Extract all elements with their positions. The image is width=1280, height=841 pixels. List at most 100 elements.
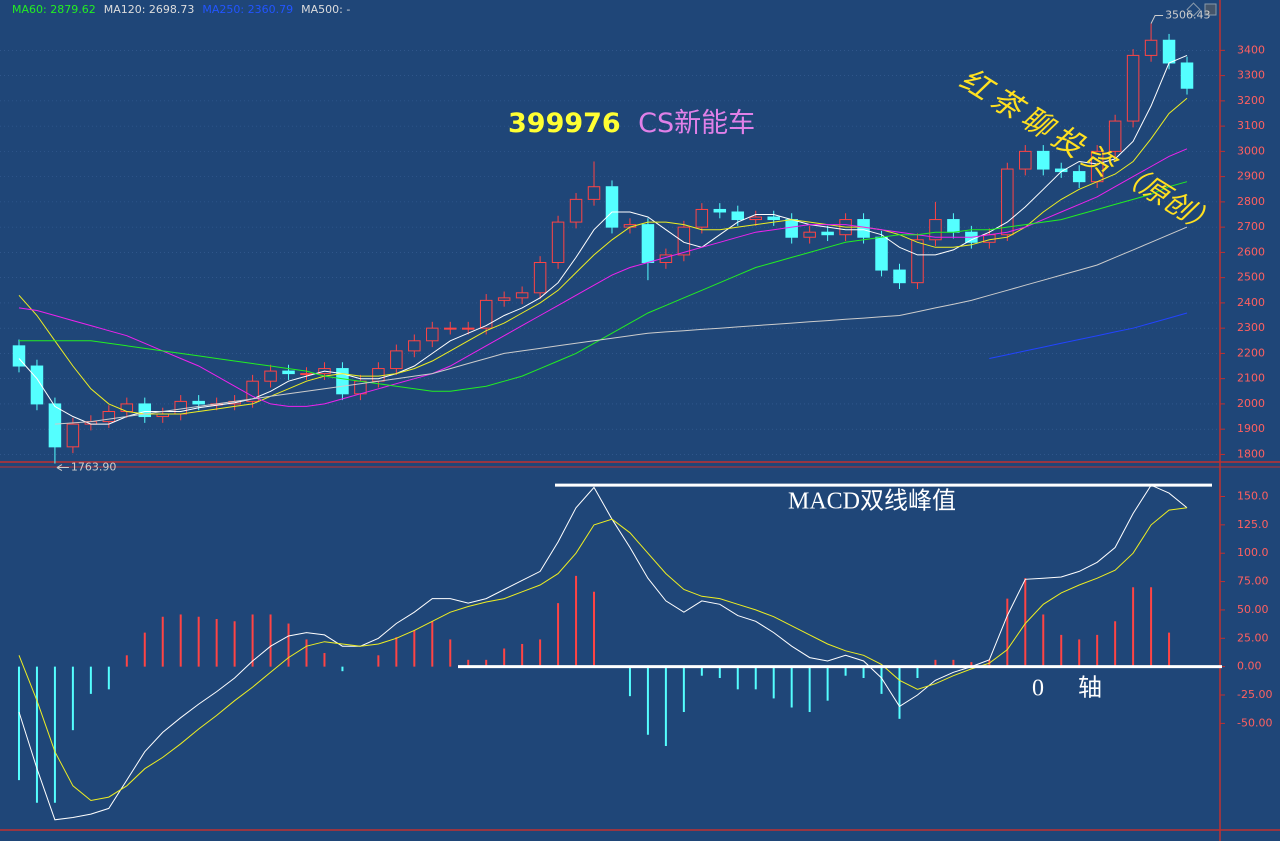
candle-body bbox=[1144, 39, 1158, 56]
icon[interactable] bbox=[1186, 2, 1201, 17]
candle-body bbox=[515, 292, 529, 299]
candle-body bbox=[605, 186, 619, 228]
y-tick-label: 0.00 bbox=[1237, 660, 1262, 673]
y-tick-label: 2100 bbox=[1237, 372, 1265, 385]
icon[interactable] bbox=[1204, 3, 1217, 16]
candle-body bbox=[246, 380, 259, 402]
candle-body bbox=[282, 370, 295, 375]
ma-line bbox=[18, 148, 1188, 407]
candle-body bbox=[120, 403, 134, 412]
y-tick-label: 2900 bbox=[1237, 170, 1265, 183]
candle-body bbox=[444, 327, 457, 330]
candle-body bbox=[767, 216, 780, 221]
y-tick-label: 3300 bbox=[1237, 69, 1265, 82]
candle-body bbox=[1019, 150, 1032, 170]
annotation: MACD双线峰值 bbox=[788, 488, 956, 515]
candle-body bbox=[713, 208, 727, 213]
candle-body bbox=[138, 403, 152, 418]
max-label: 3506.43 bbox=[1165, 8, 1211, 21]
y-tick-label: 1800 bbox=[1237, 447, 1265, 460]
candle-body bbox=[390, 350, 403, 370]
marker-arrow bbox=[56, 464, 69, 471]
y-tick-label: 3400 bbox=[1237, 43, 1265, 56]
candle-body bbox=[426, 327, 439, 342]
ma-line bbox=[18, 54, 1188, 425]
ma-line bbox=[18, 97, 1188, 415]
legend-entry: MA250: 2360.79 bbox=[202, 3, 293, 16]
title-name: CS新能车 bbox=[638, 108, 755, 139]
chart-title: 399976 CS新能车 bbox=[508, 108, 755, 139]
y-tick-label: 2700 bbox=[1237, 220, 1265, 233]
candle-body bbox=[1072, 171, 1086, 183]
candle-body bbox=[569, 198, 583, 223]
marker-arrow bbox=[1150, 14, 1164, 24]
candle-body bbox=[264, 370, 277, 382]
y-tick-label: 2300 bbox=[1237, 321, 1265, 334]
candle-body bbox=[300, 373, 313, 376]
legend-entry: MA500: - bbox=[301, 3, 350, 16]
candle-body bbox=[821, 231, 834, 236]
legend-entry: MA60: 2879.62 bbox=[12, 3, 96, 16]
candle-body bbox=[803, 231, 816, 238]
y-tick-label: 3100 bbox=[1237, 119, 1265, 132]
y-tick-label: 50.00 bbox=[1237, 603, 1269, 616]
candle-body bbox=[192, 400, 205, 405]
candle-body bbox=[695, 208, 709, 228]
title-code: 399976 bbox=[508, 108, 621, 139]
candle-body bbox=[336, 368, 349, 395]
macd-line bbox=[18, 484, 1188, 821]
y-tick-label: 2600 bbox=[1237, 245, 1265, 258]
ma-line bbox=[989, 312, 1188, 359]
candle-body bbox=[641, 224, 655, 263]
candle-body bbox=[30, 365, 44, 405]
candle-body bbox=[875, 236, 888, 271]
annotation: 0 轴 bbox=[1032, 675, 1102, 702]
legend-entry: MA120: 2698.73 bbox=[104, 3, 195, 16]
candle-body bbox=[857, 219, 870, 238]
y-tick-label: 2800 bbox=[1237, 195, 1265, 208]
candle-body bbox=[497, 297, 511, 301]
ma-line bbox=[19, 181, 1188, 392]
y-tick-label: 2400 bbox=[1237, 296, 1265, 309]
candle-body bbox=[1001, 168, 1014, 236]
y-tick-label: 2000 bbox=[1237, 397, 1265, 410]
y-tick-label: 2200 bbox=[1237, 346, 1265, 359]
candle-body bbox=[731, 211, 745, 221]
y-tick-label: -50.00 bbox=[1237, 716, 1272, 729]
y-tick-label: 125.0 bbox=[1237, 518, 1269, 531]
y-tick-label: 75.00 bbox=[1237, 575, 1269, 588]
macd-line bbox=[18, 507, 1188, 802]
candle-body bbox=[1037, 150, 1050, 170]
min-label: 1763.90 bbox=[71, 461, 117, 474]
candle-body bbox=[372, 368, 385, 382]
candle-body bbox=[1162, 39, 1176, 64]
candle-body bbox=[1108, 120, 1122, 152]
y-tick-label: -25.00 bbox=[1237, 688, 1272, 701]
candle-body bbox=[893, 269, 906, 284]
candle-body bbox=[749, 216, 762, 221]
candle-body bbox=[1126, 54, 1140, 122]
y-tick-label: 100.0 bbox=[1237, 546, 1269, 559]
y-tick-label: 25.00 bbox=[1237, 631, 1269, 644]
candle-body bbox=[479, 299, 493, 329]
candle-body bbox=[947, 219, 960, 233]
candle-body bbox=[929, 219, 942, 241]
candle-body bbox=[102, 410, 116, 423]
candle-body bbox=[174, 400, 187, 415]
candle-body bbox=[677, 226, 691, 256]
candle-body bbox=[66, 423, 80, 448]
y-tick-label: 1900 bbox=[1237, 422, 1265, 435]
y-tick-label: 3000 bbox=[1237, 144, 1265, 157]
candle-body bbox=[533, 261, 547, 294]
candle-body bbox=[551, 221, 565, 263]
candle-body bbox=[48, 403, 62, 448]
candle-body bbox=[911, 239, 924, 284]
candle-body bbox=[587, 186, 601, 200]
candle-body bbox=[785, 219, 798, 238]
y-tick-label: 2500 bbox=[1237, 271, 1265, 284]
y-tick-label: 150.0 bbox=[1237, 489, 1269, 502]
y-tick-label: 3200 bbox=[1237, 94, 1265, 107]
